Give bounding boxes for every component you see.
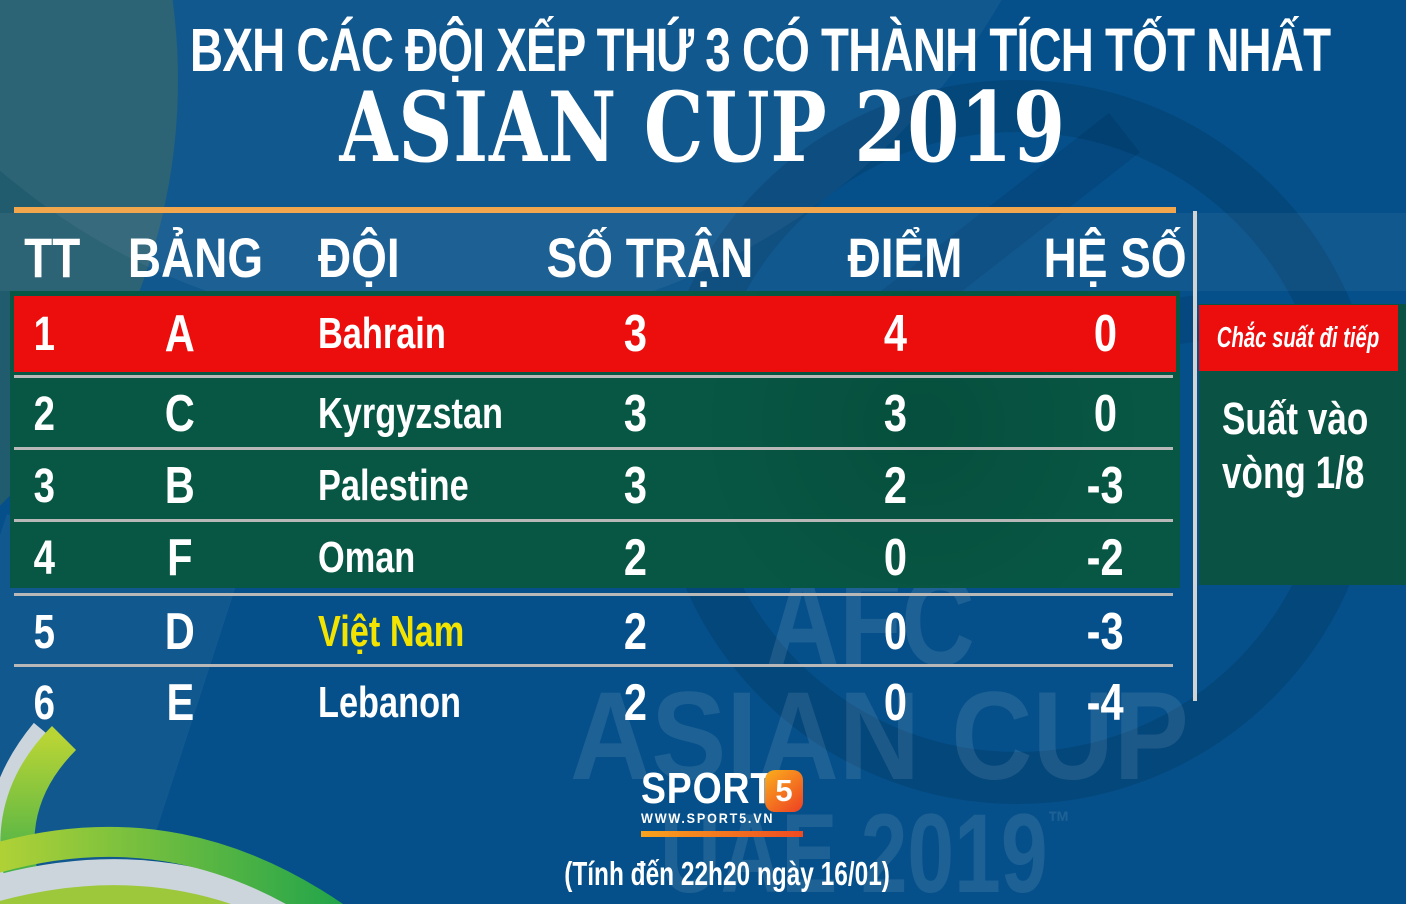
played-cell: 2 <box>623 529 647 587</box>
page-title: BXH CÁC ĐỘI XẾP THỨ 3 CÓ THÀNH TÍCH TỐT … <box>190 16 1331 84</box>
column-header-played: SỐ TRẬN <box>546 225 754 289</box>
rank-cell: 4 <box>33 531 55 585</box>
table-row: 2 C Kyrgyzstan 3 3 0 <box>0 378 1190 450</box>
tournament-title: ASIAN CUP 2019 <box>339 71 1067 184</box>
row-separator <box>14 447 1173 450</box>
played-cell: 3 <box>623 385 647 443</box>
team-cell: Oman <box>318 533 416 582</box>
qualified-annotation: Chắc suất đi tiếp <box>1199 305 1398 371</box>
annotation-divider-line <box>1193 211 1197 701</box>
goal-difference-cell: 0 <box>1093 385 1117 443</box>
header-band <box>0 213 1406 291</box>
goal-difference-cell: 0 <box>1093 305 1117 363</box>
round-of-16-line1: Suất vào <box>1222 393 1369 444</box>
sport5-logo-badge: 5 <box>765 770 803 812</box>
team-cell: Palestine <box>318 461 469 510</box>
rank-cell: 6 <box>33 676 55 730</box>
column-header-points: ĐIỂM <box>847 225 963 289</box>
team-cell: Lebanon <box>318 678 461 727</box>
group-cell: E <box>166 674 194 732</box>
rank-cell: 5 <box>33 605 55 659</box>
ribbon-decoration <box>0 722 343 904</box>
sport5-website: WWW.SPORT5.VN <box>641 810 775 826</box>
table-row: 3 B Palestine 3 2 -3 <box>0 450 1190 522</box>
goal-difference-cell: -4 <box>1086 674 1124 732</box>
row-separator <box>14 375 1173 378</box>
orange-divider <box>14 207 1176 213</box>
team-cell-vietnam: Việt Nam <box>318 607 465 656</box>
column-header-goal-difference: HỆ SỐ <box>1043 225 1187 289</box>
group-cell: D <box>164 603 196 661</box>
group-cell: F <box>167 529 193 587</box>
row-1-red-highlight <box>14 296 1176 372</box>
rank-cell: 3 <box>33 459 55 513</box>
points-cell: 3 <box>883 385 907 443</box>
group-cell: A <box>164 305 196 363</box>
points-cell: 0 <box>883 529 907 587</box>
group-cell: C <box>164 385 196 443</box>
points-cell: 0 <box>883 603 907 661</box>
column-header-group: BẢNG <box>127 225 263 289</box>
watermark-asian-cup: ASIAN CUP <box>570 667 1189 806</box>
points-cell: 0 <box>883 674 907 732</box>
played-cell: 2 <box>623 674 647 732</box>
sport5-logo-number: 5 <box>775 773 793 808</box>
row-separator <box>14 519 1173 522</box>
group-cell: B <box>164 457 196 515</box>
team-cell: Kyrgyzstan <box>318 389 504 438</box>
played-cell: 3 <box>623 457 647 515</box>
points-cell: 2 <box>883 457 907 515</box>
trademark-symbol: ™ <box>1047 806 1071 839</box>
table-row: 5 D Việt Nam 2 0 -3 <box>0 596 1190 668</box>
goal-difference-cell: -3 <box>1086 603 1124 661</box>
goal-difference-cell: -2 <box>1086 529 1124 587</box>
round-of-16-line2: vòng 1/8 <box>1222 447 1365 498</box>
played-cell: 3 <box>623 305 647 363</box>
table-row: 4 F Oman 2 0 -2 <box>0 522 1190 594</box>
watermark-uae-2019: UAE 2019™ <box>660 791 1071 904</box>
table-row: 1 A Bahrain 3 4 0 <box>0 296 1190 372</box>
rank-cell: 2 <box>33 387 55 441</box>
round-of-16-annotation: Suất vào vòng 1/8 <box>1222 392 1406 500</box>
rank-cell: 1 <box>33 307 55 361</box>
timestamp-caption: (Tính đến 22h20 ngày 16/01) <box>564 855 890 892</box>
team-cell: Bahrain <box>318 309 446 358</box>
row-separator <box>14 593 1173 596</box>
sport5-logo-text: SPORT <box>641 764 775 813</box>
points-cell: 4 <box>883 305 907 363</box>
goal-difference-cell: -3 <box>1086 457 1124 515</box>
column-header-team: ĐỘI <box>318 225 400 289</box>
played-cell: 2 <box>623 603 647 661</box>
row-separator <box>14 664 1173 667</box>
column-header-tt: TT <box>23 225 81 289</box>
table-row: 6 E Lebanon 2 0 -4 <box>0 667 1190 739</box>
logo-underline <box>641 831 803 837</box>
